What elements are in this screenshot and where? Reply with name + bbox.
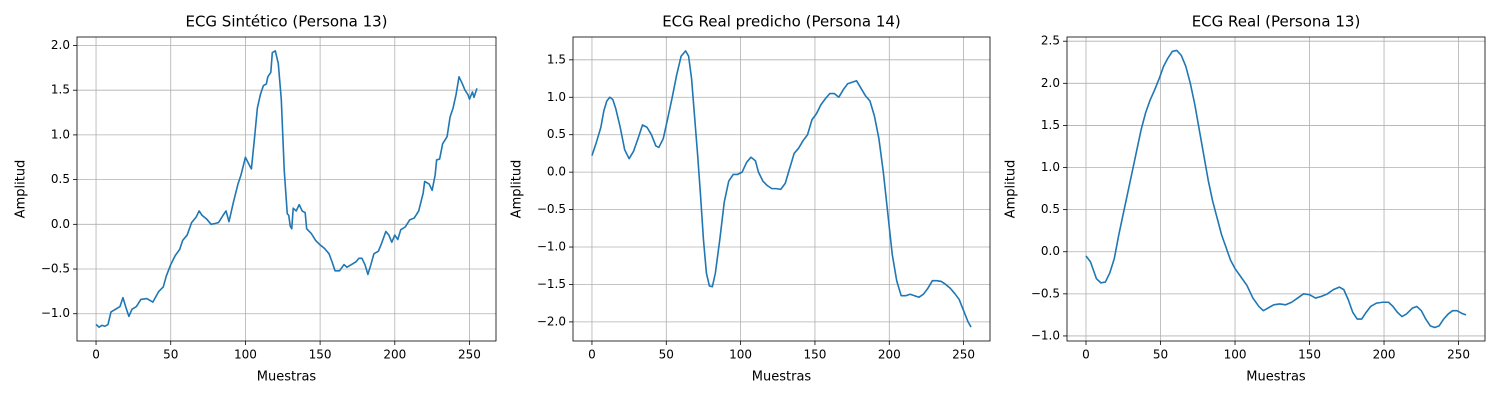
x-tick-label: 50 <box>1153 348 1168 362</box>
axes-frame <box>76 36 497 342</box>
y-axis-label: Amplitud <box>1004 160 1019 219</box>
x-tick-label: 250 <box>1447 348 1470 362</box>
x-tick-label: 100 <box>234 348 257 362</box>
x-tick-label: 150 <box>803 348 826 362</box>
y-tick-label: 0.5 <box>547 127 566 141</box>
x-tick-label: 0 <box>588 348 596 362</box>
x-tick-label: 150 <box>309 348 332 362</box>
y-tick-label: 1.5 <box>547 52 566 66</box>
x-tick-label: 100 <box>1224 348 1247 362</box>
y-tick-label: 0.5 <box>51 172 70 186</box>
y-tick-label: 0.0 <box>51 217 70 231</box>
y-tick-label: −1.0 <box>1031 328 1060 342</box>
y-tick-label: 1.0 <box>51 127 70 141</box>
x-tick-label: 200 <box>383 348 406 362</box>
x-tick-label: 150 <box>1298 348 1321 362</box>
y-tick-label: 2.5 <box>1041 34 1060 48</box>
axes-frame <box>572 36 991 342</box>
y-tick-label: −1.5 <box>537 277 566 291</box>
x-tick-label: 50 <box>659 348 674 362</box>
x-axis-label: Muestras <box>752 370 812 385</box>
y-tick-label: 1.0 <box>1041 160 1060 174</box>
y-tick-label: −0.5 <box>41 262 70 276</box>
y-tick-label: 0.0 <box>1041 244 1060 258</box>
x-tick-label: 0 <box>92 348 100 362</box>
y-tick-label: 0.0 <box>547 165 566 179</box>
y-axis-label: Amplitud <box>510 160 525 219</box>
y-tick-label: −0.5 <box>537 202 566 216</box>
x-tick-label: 200 <box>1373 348 1396 362</box>
y-tick-label: 1.5 <box>51 83 70 97</box>
axes-frame <box>1066 36 1486 342</box>
y-tick-label: −1.0 <box>537 240 566 254</box>
x-tick-label: 200 <box>878 348 901 362</box>
y-tick-label: −1.0 <box>41 306 70 320</box>
chart-title: ECG Real (Persona 13) <box>1192 13 1361 31</box>
y-tick-label: −2.0 <box>537 314 566 328</box>
x-axis-label: Muestras <box>1246 370 1306 385</box>
y-tick-label: 2.0 <box>51 38 70 52</box>
x-tick-label: 250 <box>458 348 481 362</box>
x-axis-label: Muestras <box>257 370 317 385</box>
chart-title: ECG Real predicho (Persona 14) <box>662 13 901 31</box>
y-tick-label: 0.5 <box>1041 202 1060 216</box>
y-tick-label: 1.5 <box>1041 118 1060 132</box>
y-tick-label: −0.5 <box>1031 286 1060 300</box>
ecg-line <box>591 50 972 328</box>
y-tick-label: 2.0 <box>1041 76 1060 90</box>
ecg-line <box>95 50 478 328</box>
ecg-line <box>1085 49 1467 329</box>
y-tick-label: 1.0 <box>547 90 566 104</box>
chart-title: ECG Sintético (Persona 13) <box>185 13 387 31</box>
x-tick-label: 100 <box>729 348 752 362</box>
y-axis-label: Amplitud <box>14 160 29 219</box>
x-tick-label: 0 <box>1082 348 1090 362</box>
x-tick-label: 50 <box>163 348 178 362</box>
x-tick-label: 250 <box>952 348 975 362</box>
